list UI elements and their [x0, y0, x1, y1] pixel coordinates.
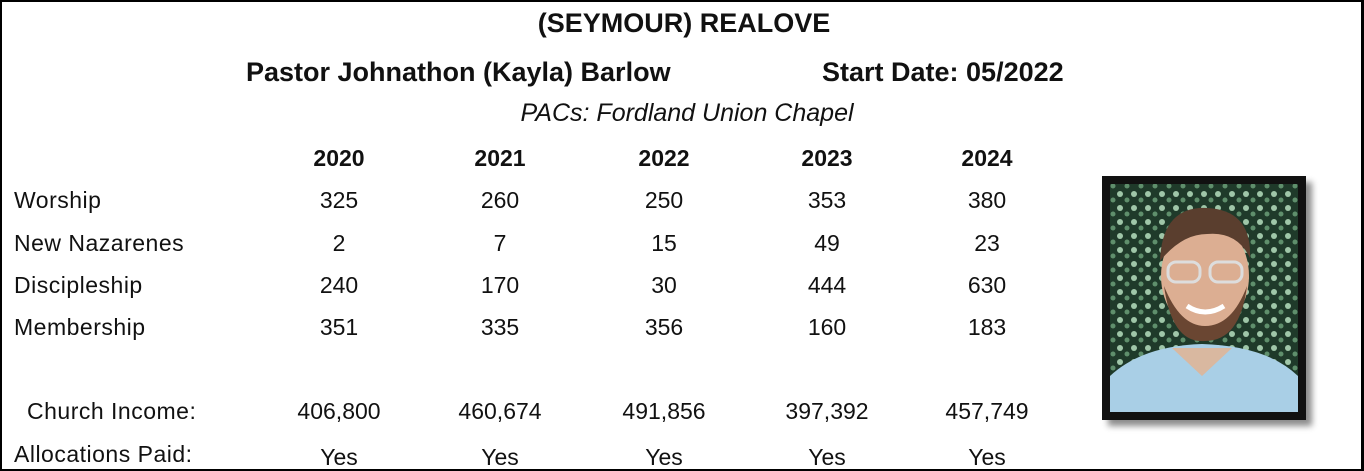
cell: 183 — [967, 314, 1007, 340]
cell: 353 — [807, 187, 847, 213]
cell: Yes — [645, 444, 683, 470]
cell: 351 — [319, 314, 359, 340]
cell: 15 — [651, 230, 677, 256]
year-header: 2020 — [313, 145, 365, 171]
cell: 260 — [480, 187, 520, 213]
cell: 2 — [332, 230, 346, 256]
pacs: PACs: Fordland Union Chapel — [520, 99, 854, 127]
cell: 380 — [967, 187, 1007, 213]
photo-art — [1110, 184, 1298, 412]
year-header: 2021 — [474, 145, 526, 171]
cell: 49 — [814, 230, 840, 256]
cell: Yes — [481, 444, 519, 470]
row-label: Membership — [14, 314, 146, 340]
row-label: Church Income: — [27, 398, 197, 424]
cell: Yes — [808, 444, 846, 470]
row-label: Worship — [14, 187, 102, 213]
cell: 356 — [644, 314, 684, 340]
pastor-photo — [1102, 176, 1306, 420]
cell: 170 — [480, 272, 520, 298]
cell: 457,749 — [945, 398, 1029, 424]
cell: 630 — [967, 272, 1007, 298]
cell: 7 — [493, 230, 507, 256]
row-label: Allocations Paid: — [14, 441, 193, 467]
year-header: 2024 — [961, 145, 1013, 171]
cell: 240 — [319, 272, 359, 298]
cell: Yes — [968, 444, 1006, 470]
cell: 444 — [807, 272, 847, 298]
cell: 160 — [807, 314, 847, 340]
cell: 460,674 — [458, 398, 542, 424]
cell: 406,800 — [297, 398, 381, 424]
row-label: Discipleship — [14, 272, 143, 298]
year-header: 2022 — [638, 145, 690, 171]
cell: 30 — [651, 272, 677, 298]
cell: 491,856 — [622, 398, 706, 424]
title: (SEYMOUR) REALOVE — [537, 8, 831, 38]
cell: 335 — [480, 314, 520, 340]
row-label: New Nazarenes — [14, 230, 185, 256]
pastor: Pastor Johnathon (Kayla) Barlow — [246, 57, 671, 87]
cell: 325 — [319, 187, 359, 213]
cell: Yes — [320, 444, 358, 470]
cell: 23 — [974, 230, 1000, 256]
start-date: Start Date: 05/2022 — [822, 57, 1064, 87]
cell: 397,392 — [785, 398, 869, 424]
cell: 250 — [644, 187, 684, 213]
year-header: 2023 — [801, 145, 853, 171]
